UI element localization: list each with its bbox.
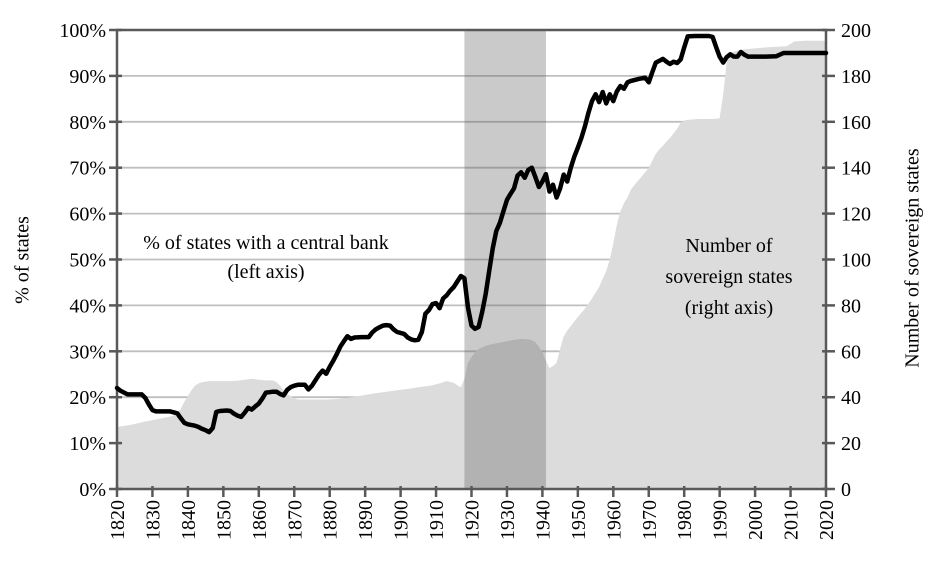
y-left-tick-label: 90% [69,66,106,88]
axes-layer [109,28,835,497]
x-tick-label: 1840 [178,500,200,540]
x-tick-label: 1880 [320,500,342,540]
sovereign-states-area [117,40,826,490]
x-tick-label: 2010 [781,500,803,540]
y-right-tick-label: 80 [841,295,861,317]
x-tick-label: 1940 [532,500,554,540]
x-tick-label: 1920 [462,500,484,540]
interwar-period-band [464,30,546,489]
x-tick-label: 1960 [603,500,625,540]
x-tick-label: 1860 [249,500,271,540]
interwar-band-layer [464,30,546,489]
x-tick-label: 1990 [710,500,732,540]
x-tick-label: 1980 [674,500,696,540]
central-bank-line-layer [114,33,829,435]
x-tick-label: 1930 [497,500,519,540]
x-tick-label: 1950 [568,500,590,540]
x-tick-label: 1970 [639,500,661,540]
x-tick-label: 1820 [107,500,129,540]
y-right-tick-label: 200 [841,20,871,42]
y-right-tick-label: 140 [841,158,871,180]
y-left-tick-label: 40% [69,295,106,317]
y-left-tick-label: 20% [69,387,106,409]
y-right-tick-label: 60 [841,341,861,363]
y-left-tick-label: 60% [69,204,106,226]
x-tick-label: 1910 [426,500,448,540]
y-left-tick-label: 100% [59,20,106,42]
y-right-tick-label: 120 [841,204,871,226]
central-bank-line [114,33,829,435]
y-right-tick-label: 0 [841,479,851,501]
x-tick-label: 1830 [142,500,164,540]
y-left-tick-label: 30% [69,341,106,363]
y-left-tick-label: 10% [69,433,106,455]
x-tick-label: 1890 [355,500,377,540]
y-right-tick-label: 180 [841,66,871,88]
y-left-tick-label: 70% [69,158,106,180]
x-tick-label: 1850 [213,500,235,540]
y-right-axis-title: Number of sovereign states [902,148,924,368]
x-tick-label: 2000 [745,500,767,540]
y-left-tick-label: 80% [69,112,106,134]
y-left-tick-label: 0% [79,479,106,501]
y-right-tick-label: 100 [841,250,871,272]
y-left-axis-title: % of states [12,216,34,304]
x-tick-label: 1870 [284,500,306,540]
y-right-tick-label: 40 [841,387,861,409]
y-right-tick-label: 160 [841,112,871,134]
sovereign-states-area-layer [117,40,826,490]
tick-labels-layer: 0% 10% 20% 30% 40% 50% 60% 70% 80% 90% 100% 0 20 40 60… [59,20,871,540]
x-tick-label: 2020 [816,500,838,540]
y-right-tick-label: 20 [841,433,861,455]
y-left-tick-label: 50% [69,250,106,272]
x-tick-label: 1900 [391,500,413,540]
